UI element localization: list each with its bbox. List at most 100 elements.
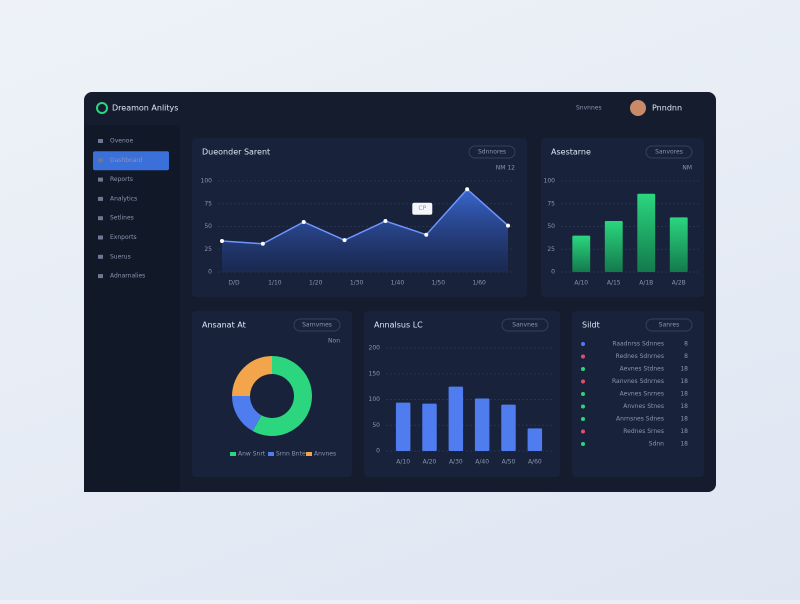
search[interactable]: Snvnnes [576, 105, 602, 112]
panel-button-label[interactable]: Sanres [659, 322, 679, 329]
legend-swatch [230, 452, 236, 456]
row-value: 18 [680, 441, 688, 448]
nav-item[interactable]: Ovenoe [110, 138, 133, 145]
legend-label: Anw Snrt [238, 451, 266, 458]
nav-icon [98, 254, 103, 259]
bar [395, 402, 411, 451]
point [465, 187, 470, 192]
row-value: 18 [680, 366, 688, 373]
row-dot [581, 392, 585, 396]
brand: Dreamon Anlitys [112, 104, 178, 113]
bar [572, 235, 591, 272]
panel-button-label[interactable]: Sanvnes [512, 322, 537, 329]
panel-button-label[interactable]: Sarnvmes [302, 322, 332, 329]
line [221, 188, 509, 245]
panel-button[interactable] [645, 318, 693, 332]
nav-item[interactable]: Analytics [110, 195, 137, 202]
x-tick-label: A/40 [475, 459, 489, 466]
donut-segment [232, 356, 272, 396]
panel-title: Ansanat At [202, 321, 246, 330]
row-value: 8 [684, 341, 688, 348]
row-label: Rednes Sdnrnes [616, 353, 664, 360]
nav-item[interactable]: Exnports [110, 234, 137, 241]
row-dot [581, 404, 585, 409]
row-dot [581, 429, 585, 434]
tooltip [412, 202, 433, 215]
panel-title: Dueonder Sarent [202, 148, 270, 157]
y-tick-label: 25 [547, 246, 555, 253]
bar [501, 404, 516, 451]
x-tick-label: A/15 [607, 280, 621, 287]
y-tick-label: 50 [547, 223, 555, 230]
donut-segment [232, 396, 262, 432]
row-label: Anrnsnes Sdnes [616, 416, 664, 423]
row-value: 18 [680, 391, 688, 398]
panel-title: Sildt [582, 321, 600, 330]
row-dot [581, 354, 585, 359]
bar [604, 221, 623, 272]
x-tick-label: 1/50 [432, 280, 446, 287]
y-tick-label: 50 [372, 422, 380, 429]
x-tick-label: A/10 [396, 459, 410, 466]
nav-item[interactable]: Suerus [110, 253, 131, 260]
panel-button[interactable] [293, 318, 341, 332]
nav-icon [98, 177, 103, 182]
bar [422, 403, 437, 451]
nav-item[interactable]: Dashboard [110, 157, 143, 164]
bar [637, 193, 656, 272]
x-tick-label: 1/60 [472, 280, 486, 287]
nav-icon [98, 139, 103, 143]
panel-button-label[interactable]: Sanvores [655, 149, 683, 156]
row-label: Ranvnes Sdnrnes [612, 378, 664, 385]
panel-button-label[interactable]: Sdnnores [478, 149, 506, 156]
x-tick-label: 1/40 [391, 280, 405, 287]
y-tick-label: 75 [547, 200, 555, 207]
row-value: 18 [680, 416, 688, 423]
panel-button[interactable] [468, 145, 516, 159]
nav-item[interactable]: Reports [110, 176, 133, 183]
row-dot [581, 442, 585, 446]
bar [448, 386, 464, 451]
nav-item[interactable]: Setlines [110, 215, 134, 222]
avatar[interactable] [630, 100, 646, 116]
bar [527, 428, 543, 451]
legend-swatch [306, 452, 312, 456]
x-tick-label: A/30 [449, 459, 463, 466]
legend: Non [328, 338, 340, 345]
y-tick-label: 100 [369, 396, 381, 403]
y-tick-label: 150 [369, 370, 381, 377]
bar [669, 217, 688, 272]
nav-icon [98, 235, 103, 240]
tooltip-label: CP [418, 205, 426, 212]
x-tick-label: 1/10 [268, 280, 282, 287]
panel-title: Annalsus LC [374, 321, 423, 330]
nav-item[interactable]: Adnarnalies [110, 273, 145, 280]
point [506, 223, 510, 228]
x-tick-label: A/60 [528, 459, 542, 466]
x-tick-label: D/D [228, 280, 240, 287]
row-value: 18 [680, 378, 688, 385]
panel [572, 311, 704, 477]
point [220, 239, 224, 244]
panel-button[interactable] [645, 145, 693, 159]
panel-title: Asestarne [551, 148, 591, 157]
x-tick-label: 1/20 [309, 280, 323, 287]
x-tick-label: A/50 [502, 459, 516, 466]
x-tick-label: A/2B [672, 280, 686, 287]
x-tick-label: A/10 [574, 280, 588, 287]
row-label: Aevnes Stdnes [620, 366, 664, 373]
row-label: Rednes Srnes [623, 428, 664, 435]
y-tick-label: 100 [544, 178, 556, 185]
panel [192, 311, 352, 477]
row-label: Anvnes Stnes [623, 403, 664, 410]
legend: NM 12 [496, 165, 515, 172]
row-label: Sdnn [649, 441, 664, 448]
legend-label: Anvnes [314, 451, 336, 458]
panel-button[interactable] [501, 318, 549, 332]
y-tick-label: 0 [551, 269, 555, 276]
row-dot [581, 342, 585, 346]
user-name[interactable]: Pnndnn [652, 104, 682, 113]
nav-icon [98, 196, 103, 201]
